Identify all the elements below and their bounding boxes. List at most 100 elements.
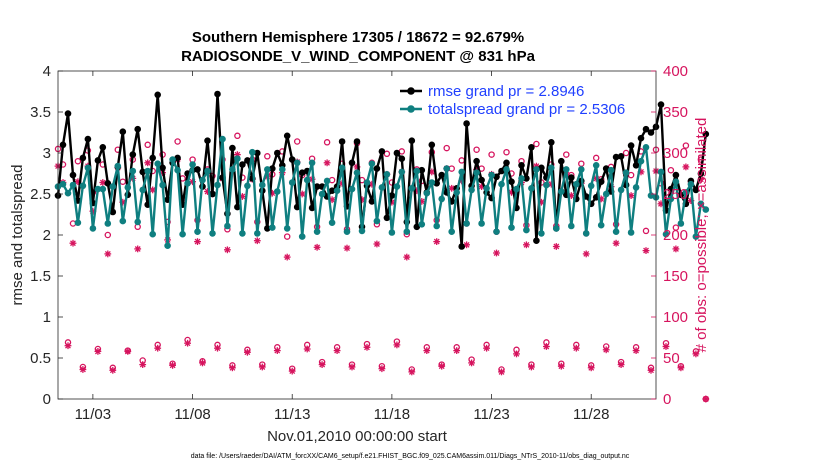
rmse-point bbox=[697, 170, 705, 177]
totalspread-point bbox=[408, 185, 416, 192]
rmse-point bbox=[99, 144, 107, 151]
obs-assimilated-point bbox=[343, 244, 351, 252]
rmse-point bbox=[558, 157, 565, 165]
y-right-tick-label: 150 bbox=[663, 268, 688, 285]
obs-assimilated-point bbox=[438, 362, 446, 370]
totalspread-point bbox=[358, 227, 366, 235]
totalspread-point bbox=[503, 166, 510, 173]
plot-area bbox=[54, 90, 710, 403]
totalspread-point bbox=[323, 177, 331, 185]
totalspread-point bbox=[144, 167, 151, 175]
obs-assimilated-point bbox=[692, 350, 700, 358]
totalspread-point bbox=[288, 179, 296, 186]
chart-title-line1: Southern Hemisphere 17305 / 18672 = 92.6… bbox=[192, 29, 524, 46]
totalspread-point bbox=[368, 160, 376, 167]
totalspread-point bbox=[224, 222, 231, 230]
totalspread-point bbox=[563, 166, 570, 173]
rmse-point bbox=[204, 137, 211, 144]
obs-possible-point bbox=[488, 151, 495, 158]
obs-assimilated-point bbox=[169, 362, 176, 369]
rmse-point bbox=[298, 169, 306, 176]
axes-box bbox=[57, 70, 657, 400]
obs-possible-point bbox=[74, 157, 82, 165]
totalspread-point bbox=[597, 221, 605, 229]
rmse-point bbox=[94, 157, 102, 164]
rmse-point bbox=[244, 157, 251, 164]
totalspread-point bbox=[353, 169, 361, 176]
obs-possible-point bbox=[234, 132, 241, 140]
totalspread-point bbox=[458, 168, 466, 176]
obs-assimilated-point bbox=[273, 347, 281, 354]
totalspread-point bbox=[348, 185, 356, 193]
y-axis-left: 0 0.5 1 1.5 2 2.5 3 3.5 4 bbox=[30, 63, 63, 408]
obs-possible-point bbox=[174, 138, 181, 145]
totalspread-point bbox=[483, 185, 490, 192]
rmse-point bbox=[234, 203, 241, 211]
y-right-tick-label: 350 bbox=[663, 104, 688, 121]
legend-rmse-marker bbox=[407, 87, 415, 95]
totalspread-point bbox=[269, 224, 276, 231]
rmse-point bbox=[159, 164, 166, 172]
totalspread-point bbox=[134, 218, 141, 226]
totalspread-point bbox=[253, 230, 261, 237]
totalspread-point bbox=[274, 188, 281, 195]
totalspread-point bbox=[587, 182, 595, 190]
totalspread-point bbox=[338, 164, 346, 172]
totalspread-point bbox=[657, 168, 665, 176]
obs-possible-point bbox=[144, 141, 151, 149]
totalspread-point bbox=[308, 159, 316, 167]
totalspread-point bbox=[423, 189, 431, 197]
obs-possible-point bbox=[293, 138, 301, 145]
obs-possible-point bbox=[622, 149, 630, 157]
obs-possible-point bbox=[503, 148, 510, 156]
obs-possible-point bbox=[383, 150, 391, 158]
totalspread-point bbox=[627, 229, 635, 236]
totalspread-point bbox=[89, 225, 97, 232]
totalspread-point bbox=[403, 228, 411, 235]
totalspread-point bbox=[697, 200, 705, 208]
totalspread-point bbox=[553, 225, 560, 232]
totalspread-point bbox=[333, 187, 341, 194]
rmse-point bbox=[617, 153, 625, 160]
obs-assimilated-point bbox=[433, 238, 441, 245]
y-right-tick-label: 100 bbox=[663, 309, 688, 326]
rmse-point bbox=[59, 141, 67, 149]
totalspread-point bbox=[64, 189, 72, 197]
obs-assimilated-point bbox=[348, 363, 356, 371]
totalspread-point bbox=[99, 185, 107, 193]
x-tick-label: 11/03 bbox=[75, 406, 111, 423]
rmse-point bbox=[498, 167, 505, 175]
obs-possible-point bbox=[642, 227, 650, 235]
y-right-tick-label: 300 bbox=[663, 145, 688, 162]
obs-assimilated-point bbox=[468, 359, 475, 367]
totalspread-point bbox=[692, 233, 700, 240]
totalspread-point bbox=[383, 171, 391, 178]
rmse-point bbox=[338, 138, 346, 145]
rmse-point bbox=[657, 101, 665, 108]
obs-possible-point bbox=[104, 231, 112, 239]
rmse-point bbox=[104, 180, 112, 187]
totalspread-point bbox=[548, 164, 555, 172]
rmse-point bbox=[308, 204, 316, 212]
totalspread-point bbox=[528, 185, 535, 192]
totalspread-point bbox=[249, 148, 256, 156]
obs-assimilated-point bbox=[393, 341, 401, 349]
totalspread-point bbox=[523, 226, 530, 234]
totalspread-point bbox=[114, 162, 122, 170]
obs-assimilated-point bbox=[79, 366, 87, 373]
obs-assimilated-point bbox=[69, 239, 77, 247]
totalspread-point bbox=[642, 144, 650, 151]
legend-spread-label: totalspread grand pr = 2.5306 bbox=[428, 101, 625, 118]
rmse-point bbox=[264, 225, 271, 232]
rmse-point bbox=[508, 178, 515, 185]
y-axis-right: 0 50 100 150 200 250 300 350 400 bbox=[651, 63, 688, 408]
totalspread-point bbox=[702, 206, 710, 213]
obs-assimilated-point bbox=[672, 245, 680, 253]
rmse-point bbox=[478, 176, 485, 184]
y-axis-left-label: rmse and totalspread bbox=[9, 165, 26, 306]
totalspread-point bbox=[612, 228, 620, 235]
totalspread-point bbox=[154, 160, 161, 167]
y-left-tick-label: 0 bbox=[43, 391, 51, 408]
totalspread-point bbox=[513, 185, 520, 193]
rmse-point bbox=[642, 125, 650, 133]
